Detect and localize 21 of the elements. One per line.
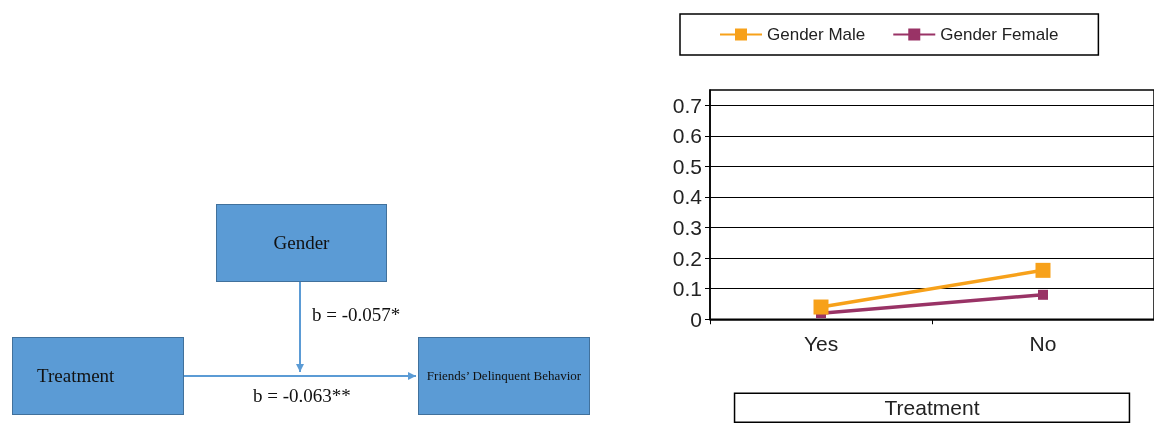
point xyxy=(1038,289,1048,300)
x-axis-title: Treatment xyxy=(884,396,980,420)
text: Friends’ Delinquent Behavior xyxy=(418,337,590,415)
y-tick-label: 0.1 xyxy=(672,277,702,301)
text: Gender xyxy=(216,204,387,282)
legend-label: Gender Female xyxy=(940,25,1059,44)
legend-label: Gender Male xyxy=(767,25,866,44)
point xyxy=(1035,262,1051,278)
x-tick-label: No xyxy=(1029,332,1057,356)
y-tick-label: 0.5 xyxy=(672,154,702,178)
point xyxy=(813,299,829,315)
y-tick-label: 0.6 xyxy=(672,124,702,148)
y-tick-label: 0.7 xyxy=(672,93,702,117)
text: Treatment xyxy=(12,337,184,415)
x-tick-label: Yes xyxy=(803,332,839,356)
y-tick-label: 0.3 xyxy=(672,216,702,240)
text: b = -0.057* xyxy=(312,304,401,326)
text: b = -0.063** xyxy=(253,385,351,407)
y-tick-label: 0 xyxy=(690,307,702,331)
y-tick-label: 0.2 xyxy=(672,246,702,270)
y-tick-label: 0.4 xyxy=(672,185,703,209)
